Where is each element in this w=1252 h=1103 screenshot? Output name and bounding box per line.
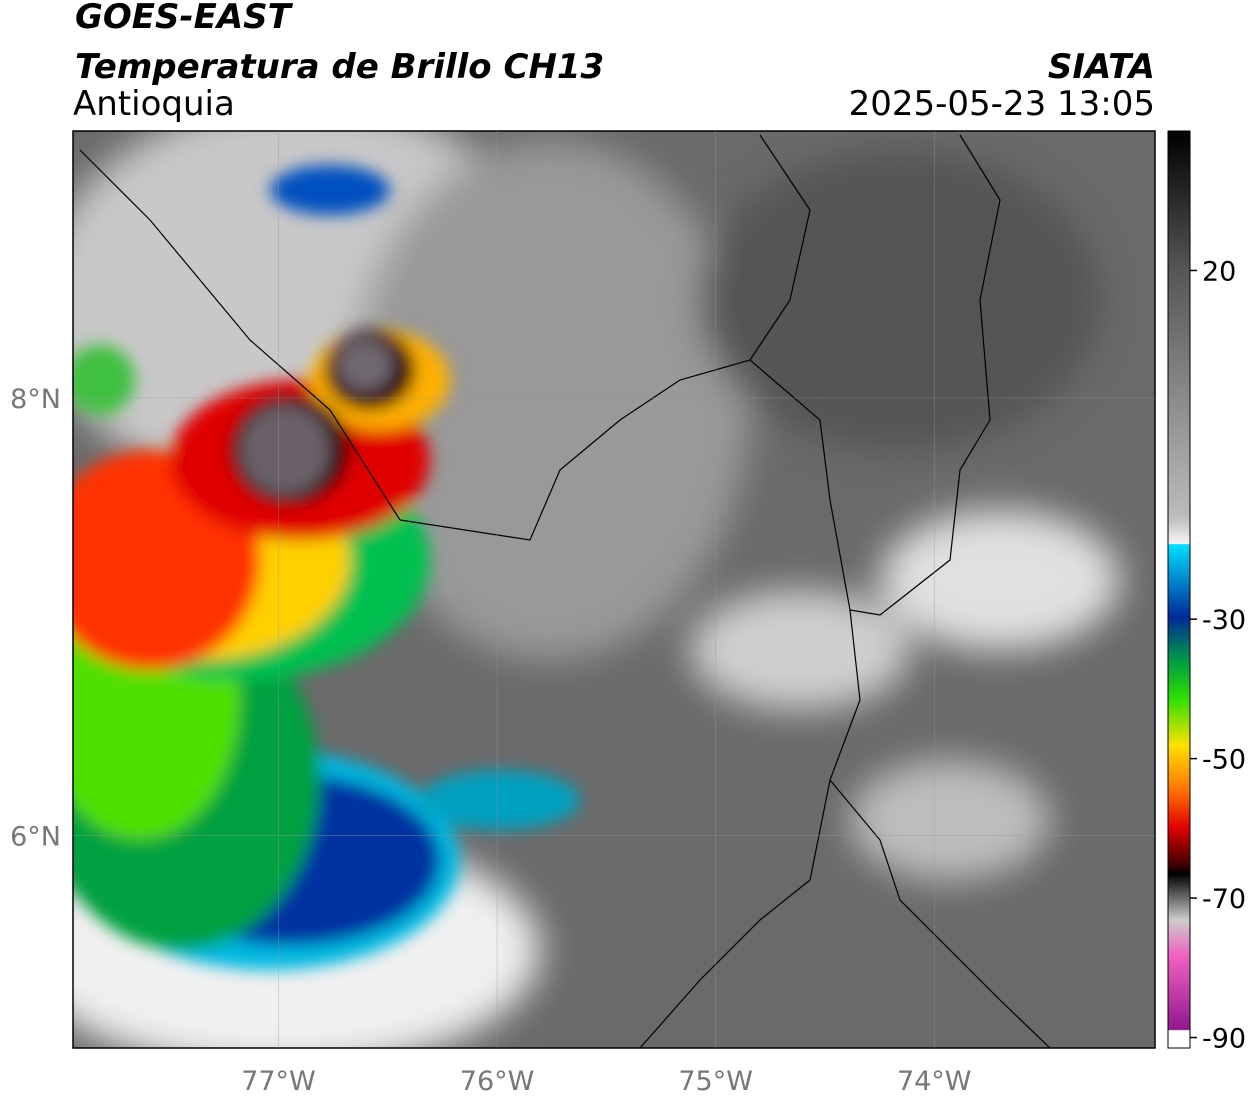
colorbar-tick-label: -90 [1202, 1024, 1246, 1055]
x-tick-label: 77°W [241, 1066, 316, 1097]
colorbar-tick-label: -70 [1202, 884, 1246, 915]
colorbar-tick-label: -30 [1202, 605, 1246, 636]
colorbar [1167, 130, 1191, 1049]
colorbar-tick-label: 20 [1202, 256, 1236, 287]
map-frame [72, 130, 1156, 1049]
title: GOES-EAST [75, 0, 294, 37]
colorbar-tick-label: -50 [1202, 745, 1246, 776]
x-tick-label: 76°W [460, 1066, 535, 1097]
region: Antioquia [73, 84, 235, 124]
agency: SIATA [1048, 47, 1155, 87]
y-tick-label: 6°N [10, 822, 61, 853]
datetime: 2025-05-23 13:05 [849, 84, 1155, 124]
satellite-image [73, 131, 1155, 1048]
subtitle: Temperatura de Brillo CH13 [75, 47, 604, 87]
x-tick-label: 74°W [897, 1066, 972, 1097]
y-tick-label: 8°N [10, 384, 61, 415]
x-tick-label: 75°W [678, 1066, 753, 1097]
